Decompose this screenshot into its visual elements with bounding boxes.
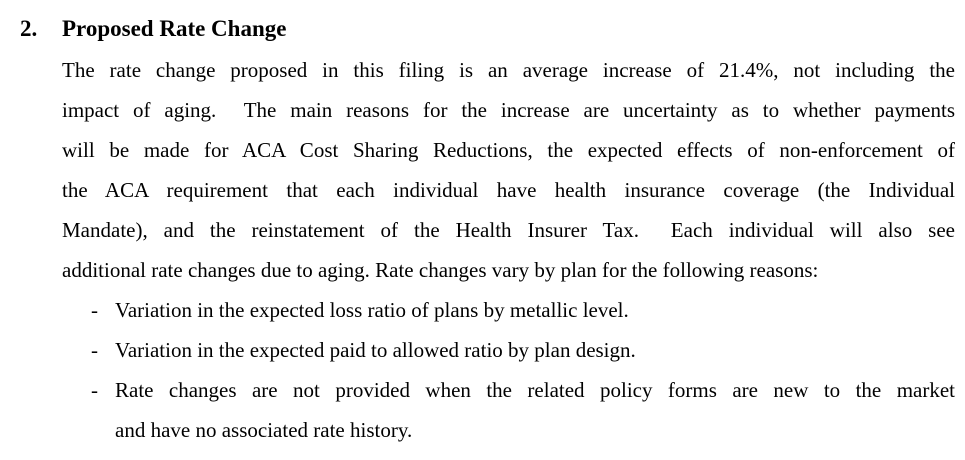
bullet-item: - Rate changes are not provided when the… bbox=[91, 370, 955, 450]
bullet-dash: - bbox=[91, 298, 98, 322]
section-number: 2. bbox=[20, 16, 38, 41]
bullet-dash: - bbox=[91, 378, 98, 402]
section-heading: 2. Proposed Rate Change bbox=[20, 14, 965, 44]
bullet-text: Rate changes are not provided when the r… bbox=[115, 370, 955, 450]
text-line: the ACA requirement that each individual… bbox=[62, 178, 955, 202]
text-line: impact of aging. The main reasons for th… bbox=[62, 98, 955, 122]
text-line: will be made for ACA Cost Sharing Reduct… bbox=[62, 138, 955, 162]
bullet-text: Variation in the expected paid to allowe… bbox=[115, 330, 955, 370]
text-line: Variation in the expected paid to allowe… bbox=[115, 338, 636, 362]
text-line: Rate changes are not provided when the r… bbox=[115, 378, 955, 402]
bullet-list: - Variation in the expected loss ratio o… bbox=[62, 290, 955, 450]
bullet-item: - Variation in the expected paid to allo… bbox=[91, 330, 955, 370]
text-line: additional rate changes due to aging. Ra… bbox=[62, 258, 819, 282]
body-paragraph: The rate change proposed in this filing … bbox=[62, 50, 955, 290]
section-title: Proposed Rate Change bbox=[62, 16, 287, 41]
text-line: and have no associated rate history. bbox=[115, 418, 413, 442]
bullet-dash: - bbox=[91, 338, 98, 362]
bullet-text: Variation in the expected loss ratio of … bbox=[115, 290, 955, 330]
text-line: Variation in the expected loss ratio of … bbox=[115, 298, 629, 322]
text-line: The rate change proposed in this filing … bbox=[62, 58, 955, 82]
text-line: Mandate), and the reinstatement of the H… bbox=[62, 218, 955, 242]
bullet-item: - Variation in the expected loss ratio o… bbox=[91, 290, 955, 330]
